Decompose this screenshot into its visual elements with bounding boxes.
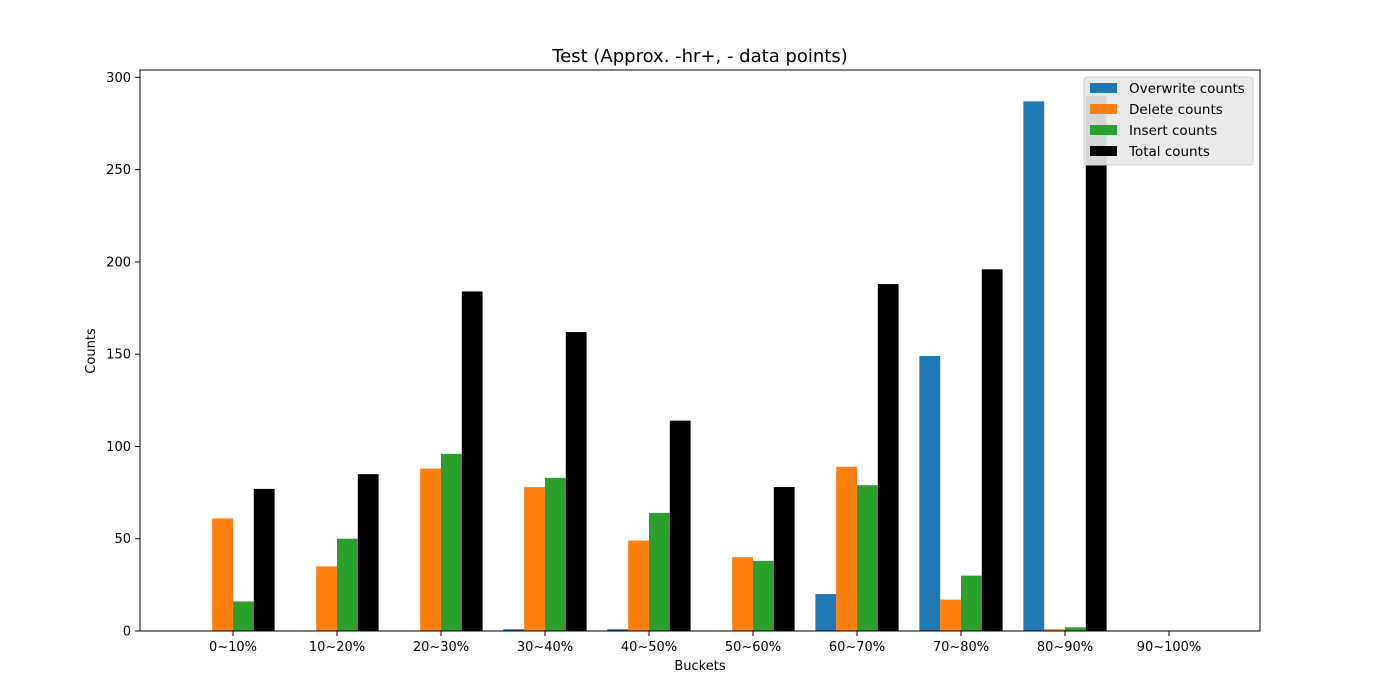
legend-label: Insert counts [1129,123,1217,139]
bar-total-counts-1 [357,474,379,631]
bar-insert-counts-4 [649,512,670,631]
legend-swatch [1090,146,1117,156]
bar-delete-counts-0 [212,518,233,631]
legend-swatch [1090,125,1117,135]
legend-swatch [1090,83,1117,93]
bar-total-counts-8 [1085,95,1107,632]
bar-insert-counts-0 [233,601,254,631]
x-axis-label: Buckets [674,659,725,674]
y-tick-label: 0 [123,625,131,640]
bar-overwrite-counts-8 [1023,101,1045,632]
plot-frame [139,69,1261,632]
bar-delete-counts-5 [732,557,753,631]
bar-insert-counts-7 [961,575,982,631]
bar-overwrite-counts-6 [815,594,837,631]
bar-total-counts-4 [669,420,691,632]
bar-delete-counts-3 [524,487,545,631]
legend-label: Overwrite counts [1129,81,1245,97]
bar-overwrite-counts-4 [607,629,629,631]
bar-insert-counts-3 [545,477,566,631]
y-tick-label: 100 [106,440,131,455]
legend-label: Total counts [1128,144,1210,160]
y-tick-label: 250 [106,163,131,178]
x-tick-label: 50~60% [725,640,781,655]
bar-delete-counts-4 [628,540,649,631]
y-axis: 0 50 100 150 200 250 300 [106,71,140,640]
legend: Overwrite counts Delete counts Insert coun… [1083,76,1254,166]
y-tick-label: 50 [114,532,131,547]
x-tick-label: 20~30% [413,640,469,655]
bar-insert-counts-6 [857,485,878,631]
bar-insert-counts-2 [441,453,462,631]
bar-insert-counts-8 [1065,627,1086,631]
bar-insert-counts-1 [337,538,358,631]
bars-layer [212,95,1107,632]
bar-overwrite-counts-3 [503,629,525,631]
x-tick-label: 80~90% [1037,640,1093,655]
x-tick-label: 0~10% [209,640,257,655]
bar-total-counts-3 [565,332,587,631]
bar-delete-counts-6 [836,466,857,631]
bar-total-counts-5 [773,487,795,631]
x-tick-label: 30~40% [517,640,573,655]
bar-insert-counts-5 [753,560,774,632]
y-axis-label: Counts [84,328,99,374]
bar-total-counts-7 [981,269,1003,631]
x-tick-label: 10~20% [309,640,365,655]
x-tick-label: 40~50% [621,640,677,655]
y-tick-label: 300 [106,71,131,86]
bar-delete-counts-7 [940,599,961,631]
chart-title: Test (Approx. -hr+, - data points) [551,46,848,67]
x-tick-label: 60~70% [829,640,885,655]
legend-swatch [1090,104,1117,114]
bar-overwrite-counts-7 [919,356,941,631]
bar-total-counts-0 [253,488,275,631]
bar-total-counts-6 [877,284,899,631]
legend-box [1083,76,1254,166]
bar-delete-counts-8 [1044,629,1065,631]
bar-total-counts-2 [461,291,483,631]
bar-delete-counts-1 [316,566,337,631]
x-tick-label: 90~100% [1137,640,1202,655]
bar-delete-counts-2 [420,468,441,631]
x-axis: 0~10% 10~20% 20~30% 30~40% 40~50% 50~60% 60~70… [209,631,1201,655]
x-tick-label: 70~80% [933,640,989,655]
legend-label: Delete counts [1129,102,1223,118]
y-tick-label: 150 [106,348,131,363]
y-tick-label: 200 [106,255,131,270]
